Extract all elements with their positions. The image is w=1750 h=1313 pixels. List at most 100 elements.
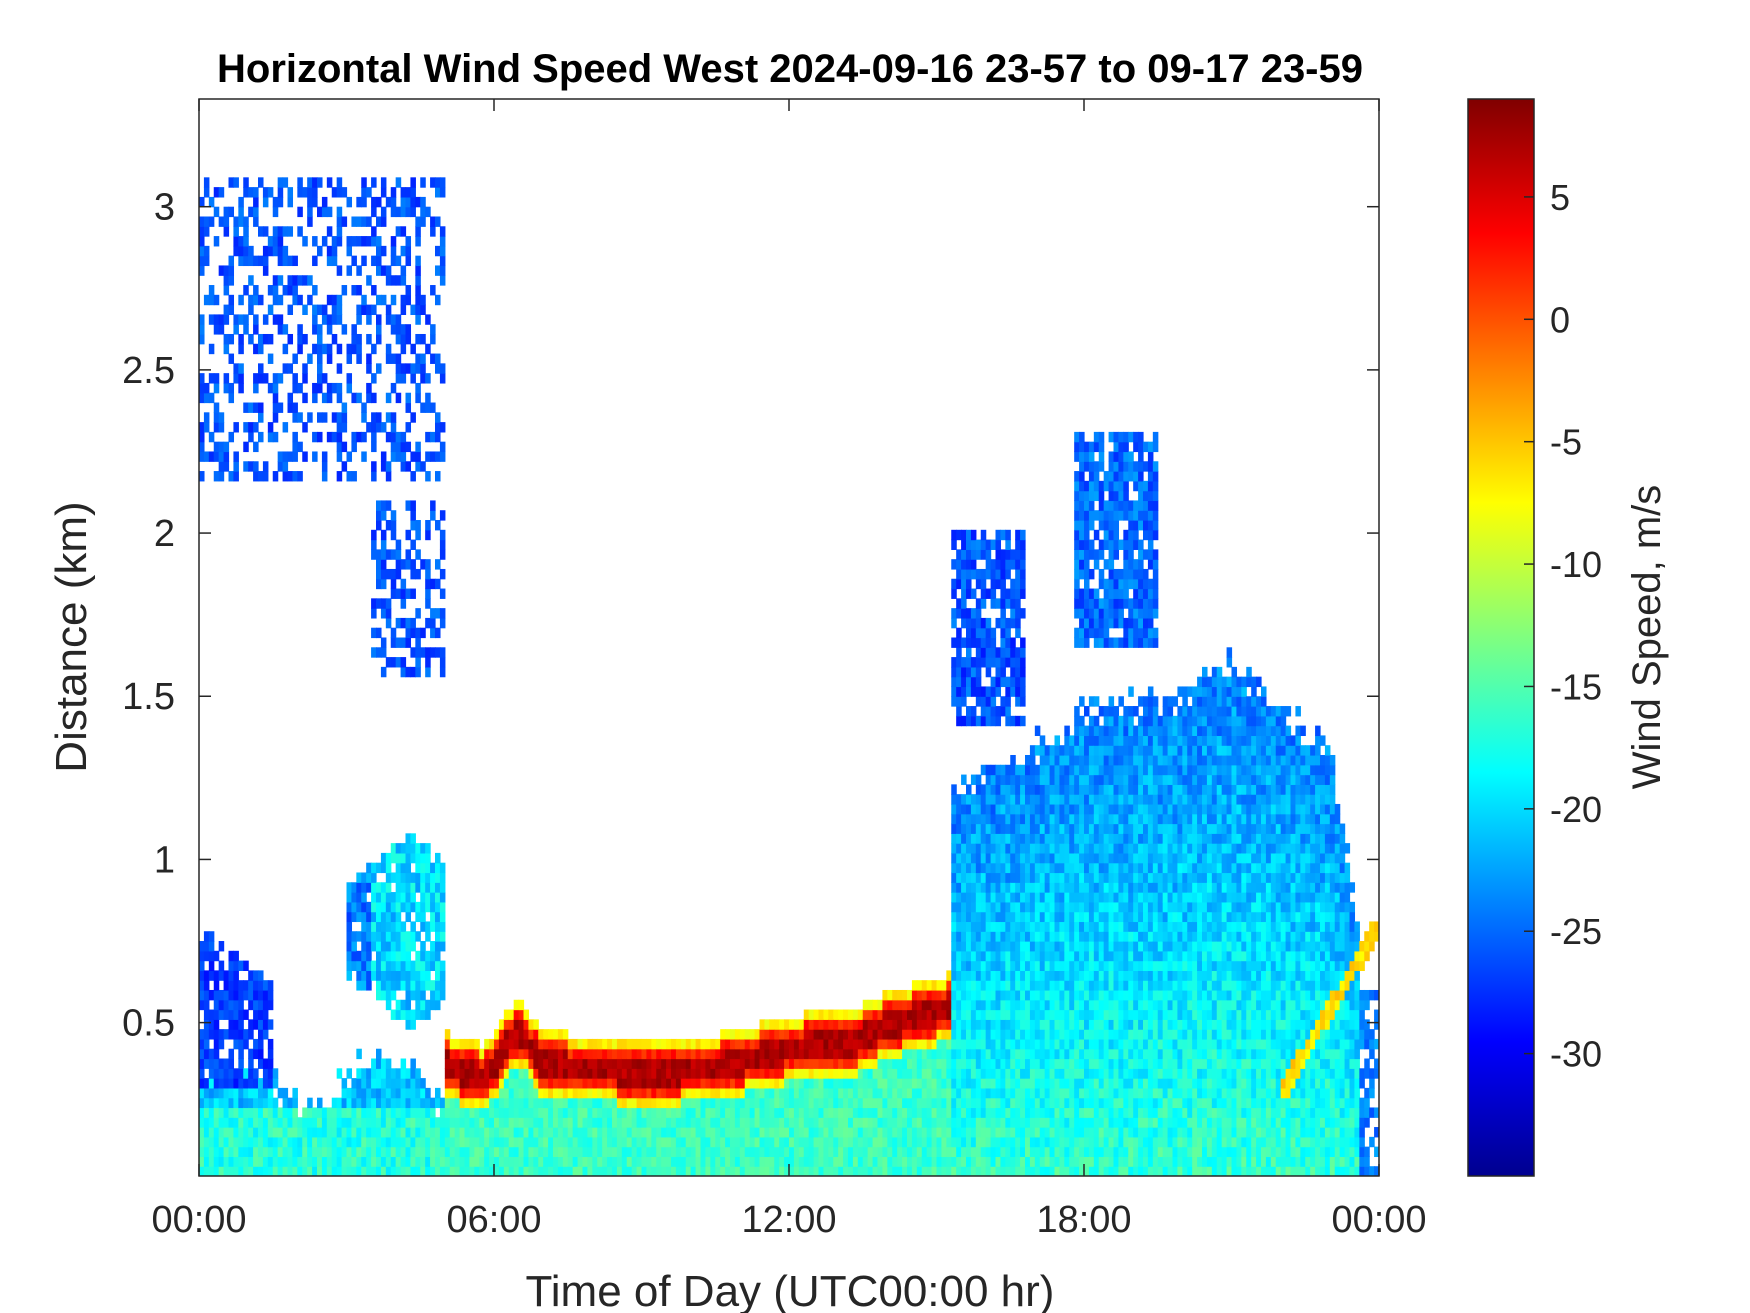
heatmap-cell xyxy=(1098,911,1105,923)
heatmap-cell xyxy=(602,1146,608,1158)
heatmap-cell xyxy=(203,941,210,952)
heatmap-cell xyxy=(238,1166,244,1176)
heatmap-cell xyxy=(990,696,997,707)
heatmap-cell xyxy=(1074,911,1080,923)
heatmap-cell xyxy=(420,461,426,472)
heatmap-cell xyxy=(631,1097,638,1109)
heatmap-cell xyxy=(248,999,254,1011)
heatmap-cell xyxy=(376,1097,382,1109)
heatmap-cell xyxy=(494,1078,500,1089)
heatmap-cell xyxy=(1020,696,1026,707)
heatmap-cell xyxy=(400,333,407,345)
heatmap-cell xyxy=(592,1058,598,1069)
heatmap-cell xyxy=(990,892,997,903)
heatmap-cell xyxy=(1010,754,1016,766)
heatmap-cell xyxy=(680,1097,687,1109)
heatmap-cell xyxy=(223,1107,230,1118)
heatmap-cell xyxy=(1044,1009,1051,1020)
heatmap-cell xyxy=(1005,1019,1011,1030)
heatmap-cell xyxy=(1029,941,1036,952)
heatmap-cell xyxy=(297,333,303,345)
heatmap-cell xyxy=(1088,520,1095,531)
heatmap-cell xyxy=(498,1156,505,1167)
heatmap-cell xyxy=(1020,1117,1026,1128)
heatmap-cell xyxy=(376,1087,382,1099)
heatmap-cell xyxy=(233,989,239,1001)
heatmap-cell xyxy=(602,1048,608,1060)
heatmap-cell xyxy=(1044,950,1051,962)
heatmap-cell xyxy=(405,245,412,257)
heatmap-cell xyxy=(415,304,421,315)
heatmap-cell xyxy=(784,1146,790,1158)
heatmap-cell xyxy=(587,1146,593,1158)
heatmap-cell xyxy=(651,1117,657,1128)
heatmap-cell xyxy=(395,1136,402,1148)
heatmap-cell xyxy=(980,1029,987,1040)
heatmap-cell xyxy=(395,1078,402,1089)
heatmap-cell xyxy=(233,1117,239,1128)
heatmap-cell xyxy=(990,950,997,962)
heatmap-cell xyxy=(248,1107,254,1118)
heatmap-cell xyxy=(474,1166,480,1176)
heatmap-cell xyxy=(1005,657,1011,668)
heatmap-cell xyxy=(975,931,982,942)
heatmap-cell xyxy=(808,1146,815,1158)
heatmap-cell xyxy=(430,608,436,619)
heatmap-cell xyxy=(218,1107,225,1118)
heatmap-cell xyxy=(985,588,992,599)
heatmap-cell xyxy=(725,1058,731,1069)
heatmap-cell xyxy=(862,1117,869,1128)
heatmap-cell xyxy=(1084,598,1090,609)
heatmap-cell xyxy=(267,1097,274,1109)
heatmap-cell xyxy=(1059,1107,1065,1118)
heatmap-cell xyxy=(376,980,382,991)
heatmap-cell xyxy=(926,999,933,1011)
heatmap-cell xyxy=(941,1107,947,1118)
heatmap-cell xyxy=(238,255,244,267)
heatmap-cell xyxy=(1015,823,1021,834)
heatmap-cell xyxy=(862,1087,869,1099)
heatmap-cell xyxy=(415,1009,421,1020)
heatmap-cell xyxy=(380,1097,387,1109)
heatmap-cell xyxy=(1020,657,1026,668)
heatmap-cell xyxy=(1054,1107,1061,1118)
heatmap-cell xyxy=(980,852,987,864)
heatmap-cell xyxy=(385,1107,392,1118)
heatmap-cell xyxy=(356,333,362,345)
heatmap-cell xyxy=(980,862,987,874)
heatmap-cell xyxy=(823,1136,829,1148)
heatmap-cell xyxy=(346,236,353,247)
heatmap-cell xyxy=(228,1029,235,1040)
heatmap-cell xyxy=(848,1146,854,1158)
heatmap-cell xyxy=(911,1146,918,1158)
heatmap-cell xyxy=(951,980,957,991)
heatmap-cell xyxy=(862,1127,869,1138)
heatmap-cell xyxy=(769,1107,775,1118)
heatmap-cell xyxy=(405,285,412,296)
heatmap-cell xyxy=(213,412,220,423)
heatmap-cell xyxy=(1069,735,1075,746)
heatmap-cell xyxy=(508,1156,515,1167)
heatmap-cell xyxy=(725,1048,731,1060)
heatmap-cell xyxy=(607,1038,613,1050)
heatmap-cell xyxy=(852,1019,859,1030)
heatmap-cell xyxy=(1049,794,1056,805)
heatmap-cell xyxy=(489,1136,495,1148)
heatmap-cell xyxy=(990,980,997,991)
heatmap-cell xyxy=(970,833,977,844)
heatmap-cell xyxy=(253,324,259,335)
heatmap-cell xyxy=(1000,598,1006,609)
heatmap-cell xyxy=(784,1087,790,1099)
heatmap-cell xyxy=(361,412,367,423)
heatmap-cell xyxy=(223,451,230,462)
heatmap-cell xyxy=(405,1127,412,1138)
heatmap-cell xyxy=(567,1136,574,1148)
heatmap-cell xyxy=(410,539,416,550)
heatmap-cell xyxy=(321,471,328,482)
heatmap-cell xyxy=(243,1146,249,1158)
heatmap-cell xyxy=(331,1127,338,1138)
heatmap-cell xyxy=(612,1156,618,1167)
heatmap-cell xyxy=(1098,862,1105,874)
heatmap-cell xyxy=(1029,980,1036,991)
heatmap-cell xyxy=(380,980,387,991)
